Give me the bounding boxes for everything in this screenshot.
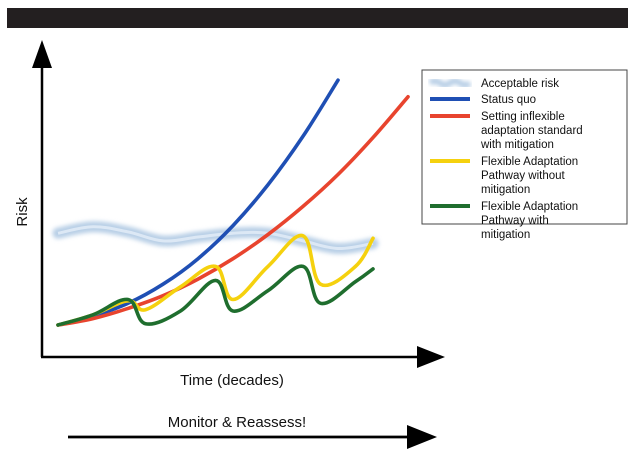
legend-items: Acceptable risk Status quo Setting inflexi… <box>428 78 583 241</box>
legend: Acceptable risk Status quo Setting inflexi… <box>421 69 628 241</box>
series-line-setting-inflexible-adaptation-standard-with-mitigation <box>56 95 410 327</box>
x-axis-arrowhead <box>417 346 445 368</box>
series-layer <box>52 78 410 327</box>
legend-label-setting-inflexible-adaptation-standard-with-mitigation: Setting inflexible adaptation standard wit… <box>480 111 583 151</box>
monitor-reassess-label: Monitor & Reassess! <box>168 414 306 431</box>
series-line-core-acceptable-risk <box>57 225 374 251</box>
y-axis-title: Risk <box>14 197 31 227</box>
x-axis-title: Time (decades) <box>180 372 284 389</box>
top-banner-bar <box>7 8 628 28</box>
monitor-arrow-head <box>407 425 437 449</box>
series-line-flexible-adaptation-pathway-with-mitigation <box>56 264 375 327</box>
legend-label-flexible-adaptation-pathway-with-mitigation: Flexible Adaptation Pathway with mitigatio… <box>481 201 578 241</box>
series-line-status-quo <box>56 78 340 327</box>
legend-label-status-quo: Status quo <box>481 94 536 106</box>
legend-label-acceptable-risk: Acceptable risk <box>481 78 559 90</box>
legend-label-flexible-adaptation-pathway-without-mitigation: Flexible Adaptation Pathway without mitiga… <box>481 156 578 196</box>
y-axis-arrowhead <box>32 40 52 68</box>
legend-box <box>421 69 628 225</box>
legend-swatch-acceptable-risk <box>428 78 472 88</box>
